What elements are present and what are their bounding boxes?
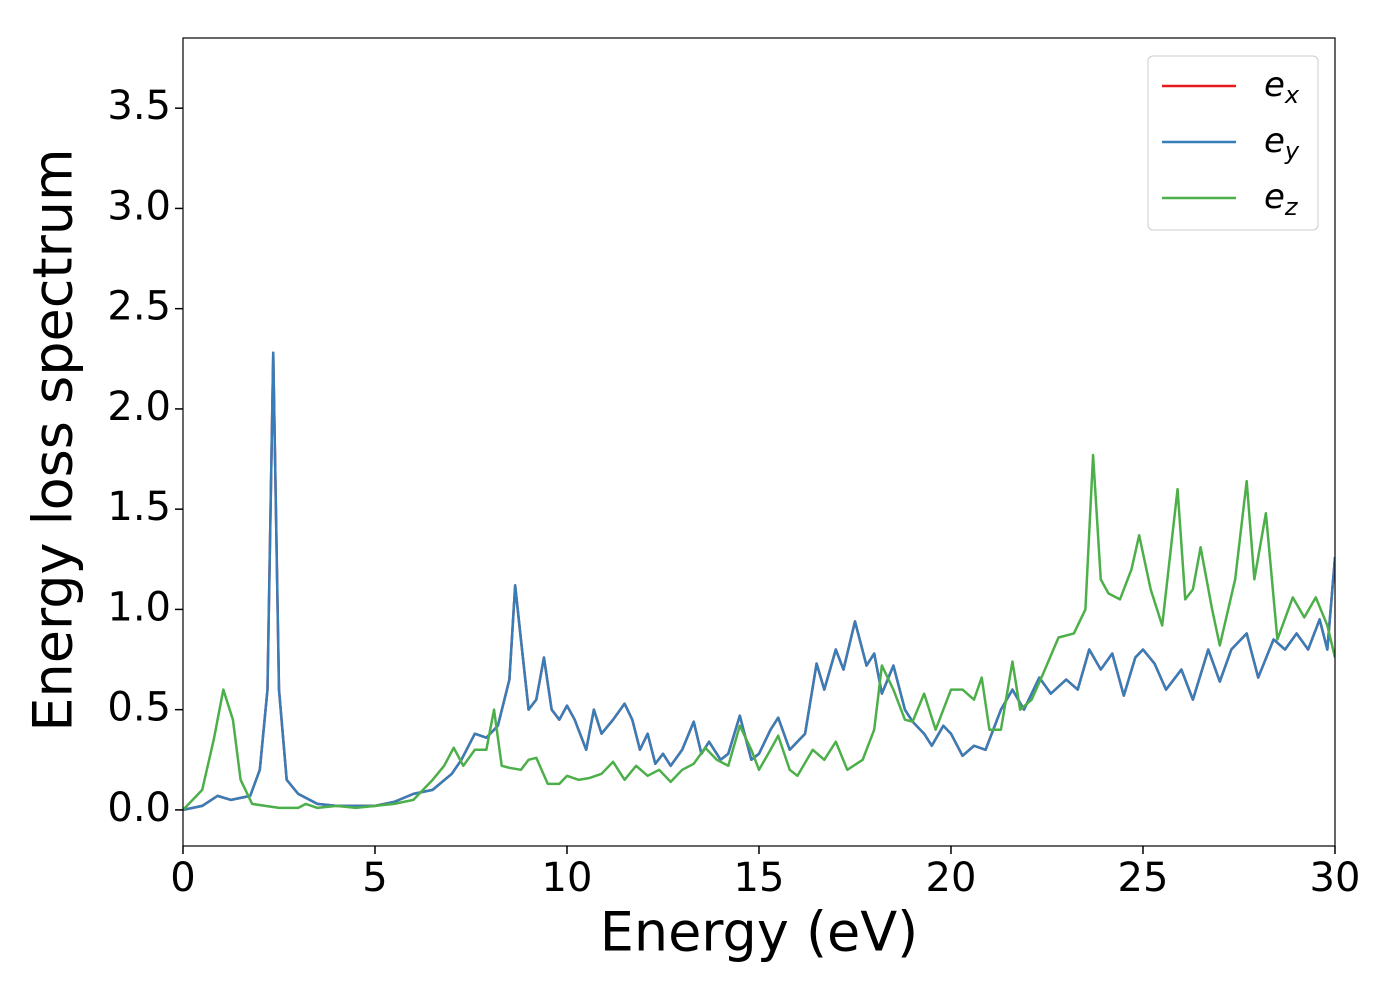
y-tick-label: 1.0 (107, 584, 171, 630)
y-tick-label: 2.0 (107, 384, 171, 430)
x-tick-label: 0 (170, 855, 195, 901)
x-tick-label: 30 (1310, 855, 1361, 901)
legend-label: ey (1264, 121, 1300, 166)
y-axis-label: Energy loss spectrum (22, 148, 85, 731)
x-tick-label: 15 (734, 855, 785, 901)
y-tick-label: 2.5 (107, 284, 171, 330)
plot-frame (182, 37, 1336, 847)
y-tick-label: 1.5 (107, 484, 171, 530)
x-tick-label: 20 (926, 855, 977, 901)
legend-label: ez (1264, 177, 1299, 222)
y-tick-label: 0.5 (107, 685, 171, 731)
x-axis-label: Energy (eV) (600, 901, 919, 964)
y-tick-label: 0.0 (107, 785, 171, 831)
x-tick-label: 25 (1118, 855, 1169, 901)
line-series (183, 351, 1335, 812)
legend-label: ex (1264, 65, 1300, 110)
x-tick-label: 5 (362, 855, 387, 901)
y-tick-label: 3.0 (107, 183, 171, 229)
y-tick-label: 3.5 (107, 83, 171, 129)
line-series (183, 351, 1335, 812)
x-tick-label: 10 (542, 855, 593, 901)
line-series (183, 453, 1335, 811)
